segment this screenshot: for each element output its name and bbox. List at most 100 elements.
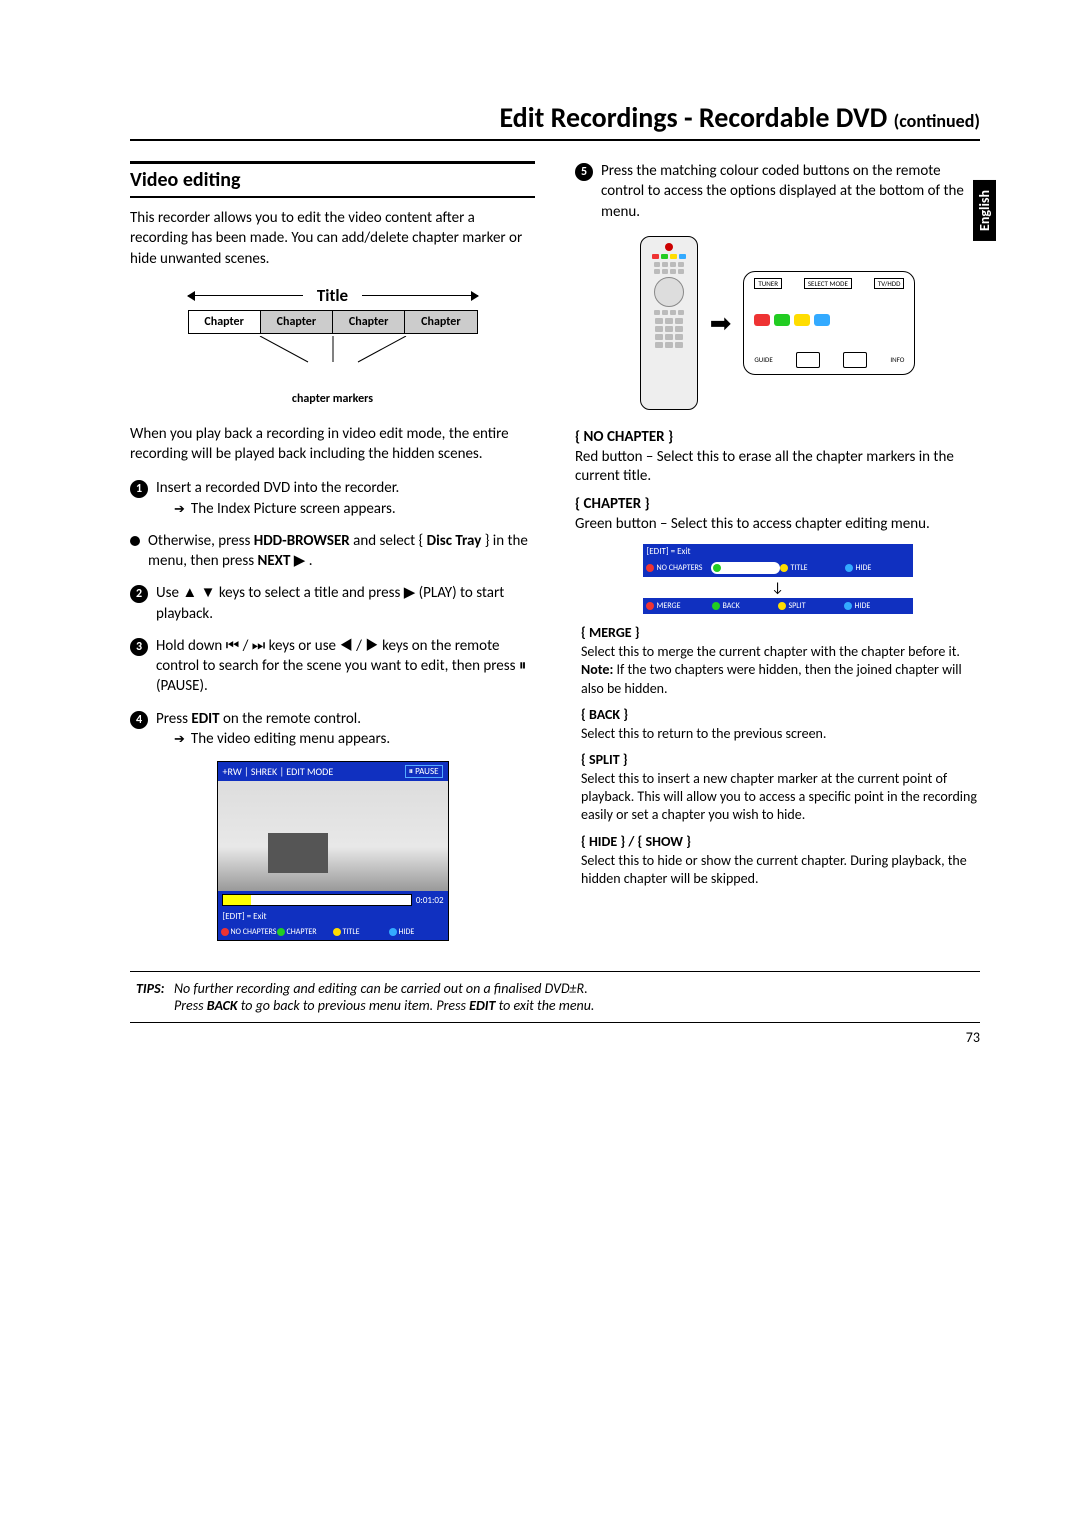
yellow-dot-icon: [333, 928, 341, 936]
red-button-icon: [754, 314, 770, 326]
columns: Video editing This recorder allows you t…: [130, 161, 980, 951]
hdd-browser-label: HDD-BROWSER: [254, 532, 350, 550]
language-tab: English: [973, 180, 996, 241]
step-4-a: Press: [156, 710, 191, 728]
down-arrow-icon: ↓: [643, 577, 913, 598]
green-button-icon: [774, 314, 790, 326]
green-dot-icon: [277, 928, 285, 936]
tips-footer: TIPS: No further recording and editing c…: [130, 971, 980, 1023]
arrow-right-icon: [362, 295, 477, 297]
chapter-body: Green button – Select this to access cha…: [575, 515, 980, 535]
section-heading-video-editing: Video editing: [130, 161, 535, 198]
no-chapter-label: { NO CHAPTER }: [575, 428, 980, 446]
red-dot-icon: [221, 928, 229, 936]
left-column: Video editing This recorder allows you t…: [130, 161, 535, 951]
merge-note-b: If the two chapters were hidden, then th…: [581, 661, 962, 696]
progress-bar: 0:01:02: [218, 891, 448, 909]
dev-guide: GUIDE: [754, 355, 772, 364]
intro-text: This recorder allows you to edit the vid…: [130, 208, 535, 269]
sub-hide: HIDE: [856, 563, 872, 573]
bullet-text-a: Otherwise, press: [148, 532, 254, 550]
chapter-markers-label: chapter markers: [188, 392, 478, 406]
edit-exit-label: [EDIT] = Exit: [218, 909, 448, 924]
step-1-sub: The Index Picture screen appears.: [156, 500, 396, 518]
step-num-5: 5: [575, 163, 593, 181]
sub2-hide: HIDE: [855, 601, 871, 611]
step-2-text: Use ▲ ▼ keys to select a title and press…: [156, 583, 535, 624]
bullet-text-c: and select {: [350, 532, 427, 550]
step-num-2: 2: [130, 585, 148, 603]
manual-page: English Edit Recordings - Recordable DVD…: [0, 0, 1080, 1524]
step-4: 4 Press EDIT on the remote control. The …: [130, 709, 535, 750]
step-2: 2 Use ▲ ▼ keys to select a title and pre…: [130, 583, 535, 624]
tips-back: BACK: [207, 997, 238, 1014]
bullet-text-g: ▶ .: [290, 552, 312, 570]
step-4-c: on the remote control.: [220, 710, 361, 728]
edit-mode-screenshot: +RW | SHREK | EDIT MODE ⏸ PAUSE 0:01:02 …: [217, 761, 449, 941]
chapter-marker-lines: [188, 336, 478, 366]
step-num-3: 3: [130, 638, 148, 656]
btn-title: TITLE: [343, 927, 360, 937]
sub2-back: BACK: [723, 601, 740, 611]
edit-label: EDIT: [191, 710, 219, 728]
chapter-cell: Chapter: [405, 311, 476, 333]
tips-l2c: to go back to previous menu item. Press: [238, 997, 470, 1014]
sub2-merge: MERGE: [657, 601, 681, 611]
chapter-cell: Chapter: [333, 311, 405, 333]
tips-line1: No further recording and editing can be …: [174, 980, 588, 997]
merge-note-a: Note:: [581, 661, 613, 678]
step-5-text: Press the matching colour coded buttons …: [601, 161, 980, 222]
page-title: Edit Recordings - Recordable DVD (contin…: [130, 100, 980, 141]
blue-dot-icon: [389, 928, 397, 936]
btn-hide: HIDE: [399, 927, 415, 937]
progress-time: 0:01:02: [416, 895, 444, 906]
arrow-left-icon: [188, 295, 303, 297]
step-5: 5 Press the matching colour coded button…: [575, 161, 980, 222]
chapter-cell: Chapter: [261, 311, 333, 333]
submenu-exit: [EDIT] = Exit: [643, 544, 913, 559]
color-bar: NO CHAPTERS CHAPTER TITLE HIDE: [218, 924, 448, 940]
sub-chapter: CHAPTER: [724, 563, 754, 573]
pause-badge: ⏸ PAUSE: [405, 765, 443, 778]
dev-select: SELECT MODE: [804, 278, 852, 289]
next-label: NEXT: [257, 552, 290, 570]
sub-no-chapters: NO CHAPTERS: [657, 563, 703, 573]
chapter-row: Chapter Chapter Chapter Chapter: [188, 310, 478, 334]
remote-device-row: ➡ TUNER SELECT MODE TV/HDD GUIDE: [575, 236, 980, 410]
sub-title: TITLE: [791, 563, 808, 573]
step-3: 3 Hold down ⏮ / ⏭ keys or use ◀ / ▶ keys…: [130, 636, 535, 697]
dev-btn-left: [796, 352, 820, 368]
device-front-icon: TUNER SELECT MODE TV/HDD GUIDE: [743, 271, 915, 375]
btn-chapter: CHAPTER: [287, 927, 317, 937]
back-label: { BACK }: [581, 706, 980, 723]
step-3-text: Hold down ⏮ / ⏭ keys or use ◀ / ▶ keys o…: [156, 636, 535, 697]
merge-body: Select this to merge the current chapter…: [581, 643, 960, 660]
tips-l2e: to exit the menu.: [495, 997, 594, 1014]
step-num-1: 1: [130, 480, 148, 498]
back-body: Select this to return to the previous sc…: [581, 725, 980, 743]
step-1: 1 Insert a recorded DVD into the recorde…: [130, 478, 535, 519]
step-num-4: 4: [130, 711, 148, 729]
bullet-otherwise: Otherwise, press HDD-BROWSER and select …: [130, 531, 535, 572]
step-1-text: Insert a recorded DVD into the recorder.: [156, 479, 399, 497]
dev-info: INFO: [890, 355, 904, 364]
step-4-sub: The video editing menu appears.: [156, 730, 390, 748]
tips-edit: EDIT: [469, 997, 495, 1014]
video-preview: [218, 781, 448, 891]
hide-show-body: Select this to hide or show the current …: [581, 852, 980, 888]
chapter-submenu: [EDIT] = Exit NO CHAPTERS CHAPTER TITLE …: [643, 544, 913, 614]
dev-tuner: TUNER: [754, 278, 782, 289]
title-diagram: Title Chapter Chapter Chapter Chapter: [188, 285, 478, 406]
chapter-label: { CHAPTER }: [575, 495, 980, 513]
chapter-cell: Chapter: [189, 311, 261, 333]
tips-lead: TIPS:: [136, 980, 165, 997]
page-number: 73: [130, 1029, 980, 1046]
split-body: Select this to insert a new chapter mark…: [581, 770, 980, 825]
hide-show-label: { HIDE } / { SHOW }: [581, 833, 980, 850]
title-diagram-label: Title: [311, 285, 354, 306]
tips-l2a: Press: [174, 997, 207, 1014]
dev-btn-right: [843, 352, 867, 368]
playback-note: When you play back a recording in video …: [130, 424, 535, 465]
no-chapter-body: Red button – Select this to erase all th…: [575, 448, 980, 487]
arrow-right-icon: ➡: [710, 307, 732, 339]
